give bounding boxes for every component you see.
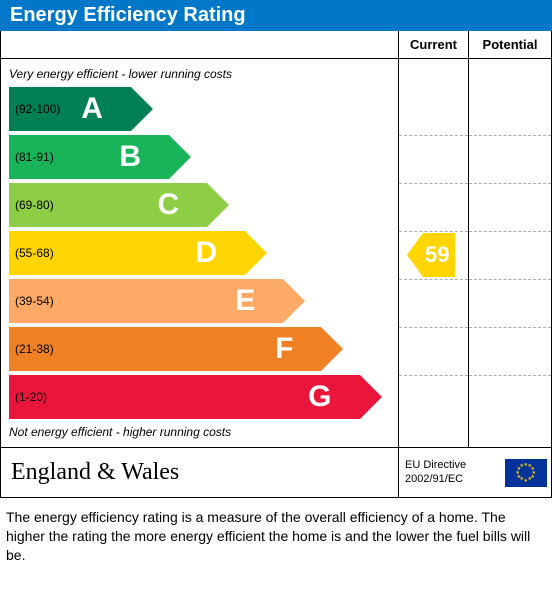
chart-grid: Current Potential Very energy efficient … — [0, 31, 552, 498]
band-range: (39-54) — [9, 294, 54, 308]
band-letter: B — [119, 140, 141, 174]
band-bar-c: (69-80) C — [9, 183, 207, 227]
eu-star: ★ — [528, 476, 532, 482]
column-dash — [469, 135, 551, 136]
band-chevron — [169, 135, 191, 179]
footer-directive: EU Directive 2002/91/EC ★★★★★★★★★★★★ — [399, 447, 551, 497]
caption-bottom: Not energy efficient - higher running co… — [9, 423, 390, 441]
band-letter: E — [235, 284, 255, 318]
band-bar-d: (55-68) D — [9, 231, 245, 275]
directive-code: 2002/91/EC — [405, 473, 466, 486]
band-bar-f: (21-38) F — [9, 327, 321, 371]
band-bar-e: (39-54) E — [9, 279, 283, 323]
footer-region: England & Wales — [1, 447, 399, 497]
band-bar-g: (1-20) G — [9, 375, 360, 419]
column-dash — [399, 327, 468, 328]
band-row-b: (81-91) B — [9, 135, 390, 179]
band-letter: A — [81, 92, 103, 126]
column-dash — [399, 279, 468, 280]
band-chevron — [360, 375, 382, 419]
column-dash — [399, 183, 468, 184]
band-chevron — [245, 231, 267, 275]
band-row-a: (92-100) A — [9, 87, 390, 131]
column-dash — [469, 183, 551, 184]
band-range: (21-38) — [9, 342, 54, 356]
band-letter: D — [196, 236, 218, 270]
band-bars: (92-100) A (81-91) B (69-80) C (55-68) D (39-54)… — [9, 87, 390, 419]
band-chevron — [131, 87, 153, 131]
band-row-f: (21-38) F — [9, 327, 390, 371]
band-row-c: (69-80) C — [9, 183, 390, 227]
epc-chart: Energy Efficiency Rating Current Potenti… — [0, 0, 552, 571]
title-bar: Energy Efficiency Rating — [0, 0, 552, 31]
header-blank — [1, 31, 399, 59]
band-row-g: (1-20) G — [9, 375, 390, 419]
band-range: (1-20) — [9, 390, 47, 404]
column-dash — [469, 375, 551, 376]
band-chevron — [321, 327, 343, 371]
caption-top: Very energy efficient - lower running co… — [9, 65, 390, 83]
band-row-d: (55-68) D — [9, 231, 390, 275]
band-letter: C — [157, 188, 179, 222]
band-range: (55-68) — [9, 246, 54, 260]
header-current: Current — [399, 31, 469, 59]
rating-marker-arrow — [407, 233, 423, 277]
directive-text: EU Directive 2002/91/EC — [405, 459, 466, 485]
eu-star: ★ — [520, 463, 524, 469]
column-dash — [469, 279, 551, 280]
description-text: The energy efficiency rating is a measur… — [0, 498, 552, 571]
band-letter: G — [308, 380, 331, 414]
bands-area: Very energy efficient - lower running co… — [1, 59, 399, 447]
band-range: (81-91) — [9, 150, 54, 164]
eu-flag-icon: ★★★★★★★★★★★★ — [505, 459, 547, 487]
band-bar-a: (92-100) A — [9, 87, 131, 131]
band-range: (92-100) — [9, 102, 60, 116]
band-bar-b: (81-91) B — [9, 135, 169, 179]
band-row-e: (39-54) E — [9, 279, 390, 323]
column-dash — [399, 375, 468, 376]
column-current: 59 — [399, 59, 469, 447]
column-dash — [469, 231, 551, 232]
band-range: (69-80) — [9, 198, 54, 212]
column-potential — [469, 59, 551, 447]
column-dash — [399, 231, 468, 232]
header-potential: Potential — [469, 31, 551, 59]
column-dash — [399, 135, 468, 136]
rating-value: 59 — [423, 233, 455, 277]
band-letter: F — [275, 332, 293, 366]
column-dash — [469, 327, 551, 328]
band-chevron — [283, 279, 305, 323]
rating-marker: 59 — [407, 233, 455, 277]
directive-label: EU Directive — [405, 459, 466, 472]
eu-star: ★ — [524, 478, 528, 484]
band-chevron — [207, 183, 229, 227]
